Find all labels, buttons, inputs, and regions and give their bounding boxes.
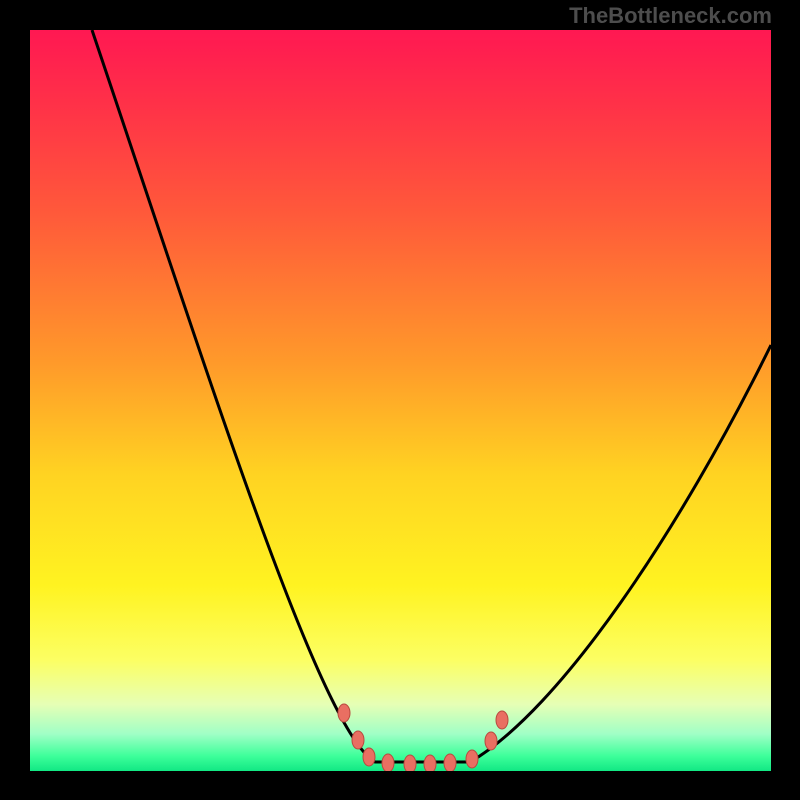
- plot-area: [30, 30, 771, 771]
- v-curve-path: [92, 30, 771, 762]
- watermark-text: TheBottleneck.com: [569, 3, 772, 29]
- curve-marker: [496, 711, 508, 729]
- curve-marker: [424, 755, 436, 771]
- curve-marker: [466, 750, 478, 768]
- curve-marker: [352, 731, 364, 749]
- bottleneck-curve: [30, 30, 771, 771]
- chart-container: TheBottleneck.com: [0, 0, 800, 800]
- curve-marker: [338, 704, 350, 722]
- curve-marker: [363, 748, 375, 766]
- curve-marker: [444, 754, 456, 771]
- curve-marker: [404, 755, 416, 771]
- curve-marker: [485, 732, 497, 750]
- curve-marker: [382, 754, 394, 771]
